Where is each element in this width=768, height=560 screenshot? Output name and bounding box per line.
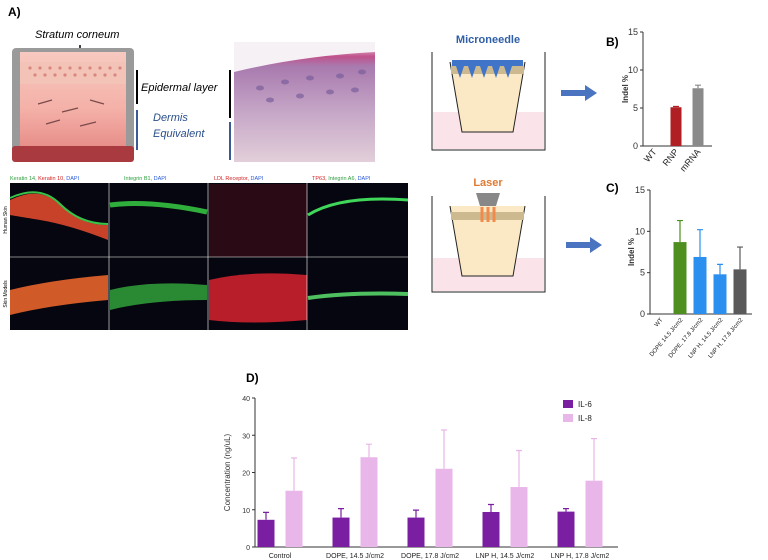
- error-bar: [441, 429, 447, 469]
- row-label: Human Skin: [3, 206, 9, 233]
- error-bar: [697, 229, 703, 257]
- y-tick-label: 5: [640, 268, 645, 278]
- laser-schematic: Laser: [431, 177, 602, 293]
- x-tick-label: DOPE, 14.5 J/cm2: [326, 553, 384, 560]
- bar: [670, 107, 682, 146]
- skin-model-illustration: Stratum corneum Epidermal layer Dermis E…: [12, 29, 219, 162]
- stratum-label: Stratum corneum: [35, 29, 119, 41]
- bar: [693, 256, 707, 314]
- bar: [285, 490, 303, 547]
- error-bar: [695, 84, 701, 89]
- error-bar: [516, 449, 522, 488]
- bar: [407, 517, 425, 547]
- panel-label: D): [246, 371, 259, 385]
- x-tick-label: LNP H, 17.8 J/cm2: [551, 553, 610, 560]
- y-tick-label: 20: [242, 471, 250, 478]
- fluorescence-grid: Keratin 14, Keratin 10, DAPI Integrin B1…: [3, 176, 409, 330]
- x-tick-label: LNP H, 14.5 J/cm2: [688, 317, 725, 360]
- x-tick-label: Control: [269, 553, 292, 560]
- x-tick-label: RNP: [661, 147, 681, 168]
- y-tick-label: 0: [640, 309, 645, 319]
- epidermal-label: Epidermal layer: [141, 82, 219, 94]
- row-label: Skin Models: [3, 280, 9, 308]
- y-axis-label: Indel %: [621, 75, 630, 103]
- legend-label: IL-8: [578, 414, 592, 423]
- stain-label: LDL Receptor, DAPI: [214, 176, 264, 182]
- y-tick-label: 15: [628, 27, 638, 37]
- y-tick-label: 15: [635, 185, 645, 195]
- error-bar: [291, 457, 297, 491]
- y-tick-label: 40: [242, 396, 250, 403]
- bar: [673, 242, 687, 314]
- error-bar: [488, 503, 494, 512]
- bar: [435, 468, 453, 547]
- dermis-label: Dermis: [153, 112, 188, 124]
- panel-label: B): [606, 35, 619, 49]
- y-axis-label: Indel %: [627, 238, 636, 266]
- bar: [692, 88, 704, 146]
- stain-label: Keratin 14, Keratin 10, DAPI: [10, 176, 80, 182]
- bar: [557, 511, 575, 547]
- bar: [482, 511, 500, 547]
- y-tick-label: 10: [242, 508, 250, 515]
- y-tick-label: 10: [628, 65, 638, 75]
- dermis-label: Equivalent: [153, 128, 205, 140]
- error-bar: [563, 508, 569, 512]
- stain-label: TP63, Integrin A6, DAPI: [312, 176, 371, 182]
- histology-image: [229, 42, 375, 162]
- bar: [713, 274, 727, 314]
- y-tick-label: 30: [242, 433, 250, 440]
- panel-label: A): [8, 5, 21, 19]
- x-tick-label: LNP H, 14.5 J/cm2: [476, 553, 535, 560]
- x-tick-label: WT: [642, 146, 659, 164]
- y-tick-label: 0: [633, 141, 638, 151]
- error-bar: [673, 105, 679, 108]
- error-bar: [413, 509, 419, 518]
- x-tick-label: DOPE, 17.8 J/cm2: [401, 553, 459, 560]
- bar: [257, 519, 275, 547]
- bar: [360, 457, 378, 547]
- error-bar: [677, 219, 683, 243]
- laser-label: Laser: [473, 177, 503, 189]
- error-bar: [717, 263, 723, 275]
- y-tick-label: 5: [633, 103, 638, 113]
- bar: [510, 487, 528, 547]
- stain-label: Integrin B1, DAPI: [124, 176, 167, 182]
- y-axis-label: Concentration (ng/uL): [223, 433, 232, 511]
- legend-label: IL-6: [578, 400, 592, 409]
- error-bar: [366, 443, 372, 458]
- error-bar: [737, 246, 743, 270]
- x-tick-label: DOPE, 17.8 J/cm2: [668, 317, 705, 359]
- x-tick-label: LNP H, 17.8 J/cm2: [708, 317, 745, 360]
- legend-swatch: [563, 400, 573, 408]
- legend-swatch: [563, 414, 573, 422]
- error-bar: [591, 438, 597, 481]
- bar: [733, 269, 747, 314]
- x-tick-label: mRNA: [678, 147, 703, 174]
- x-tick-label: WT: [654, 317, 665, 328]
- y-tick-label: 10: [635, 226, 645, 236]
- bar: [332, 517, 350, 547]
- error-bar: [338, 508, 344, 518]
- microneedle-label: Microneedle: [456, 34, 520, 46]
- microneedle-schematic: Microneedle: [431, 34, 597, 151]
- y-tick-label: 0: [246, 545, 250, 552]
- error-bar: [263, 511, 269, 520]
- panel-label: C): [606, 181, 619, 195]
- bar: [585, 480, 603, 547]
